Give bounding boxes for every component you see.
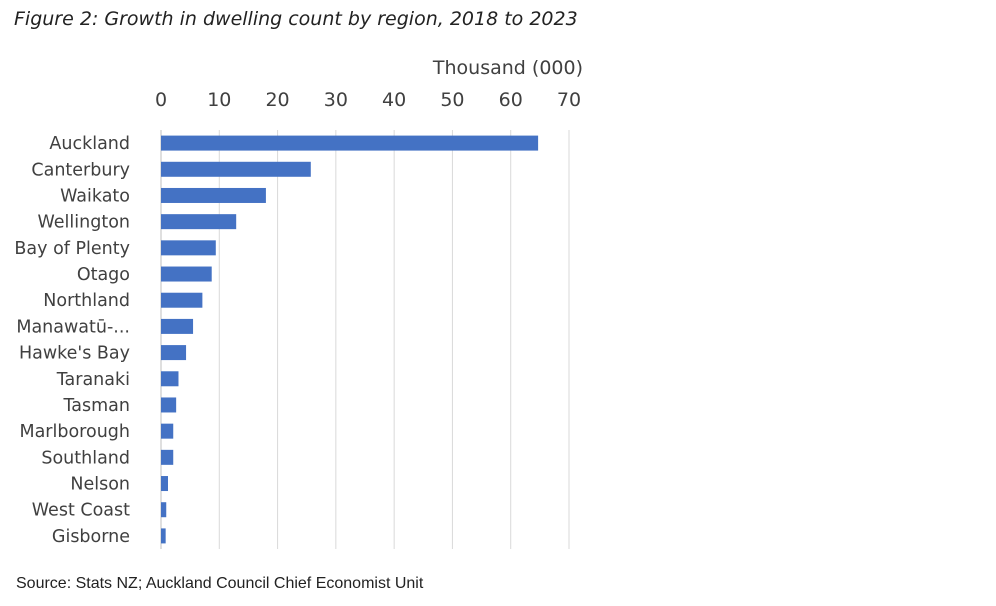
- category-label: Waikato: [60, 186, 130, 206]
- bar-tasman: [161, 397, 177, 413]
- x-tick-label: 10: [207, 89, 231, 111]
- category-label: Wellington: [38, 213, 131, 233]
- bar-canterbury: [161, 161, 311, 177]
- bar-nelson: [161, 476, 168, 492]
- category-label: Gisborne: [52, 527, 130, 547]
- chart-title: Figure 2: Growth in dwelling count by re…: [14, 8, 578, 30]
- x-tick-label: 0: [155, 89, 167, 111]
- bar-west-coast: [161, 502, 167, 518]
- category-label: Hawke's Bay: [19, 344, 130, 364]
- category-label: Tasman: [63, 396, 131, 416]
- bar-auckland: [161, 135, 539, 151]
- x-tick-label: 60: [499, 89, 523, 111]
- bar-gisborne: [161, 528, 166, 544]
- category-label: West Coast: [32, 501, 130, 521]
- category-label: Taranaki: [56, 370, 130, 390]
- bar-taranaki: [161, 371, 179, 387]
- category-label: Auckland: [49, 134, 130, 154]
- x-tick-label: 30: [324, 89, 348, 111]
- category-label: Manawatū-...: [16, 317, 130, 337]
- x-tick-label: 50: [440, 89, 464, 111]
- x-axis-title: Thousand (000): [432, 57, 583, 79]
- bar-otago: [161, 266, 212, 282]
- x-tick-label: 20: [265, 89, 289, 111]
- bar-waikato: [161, 187, 266, 203]
- category-label: Marlborough: [19, 422, 130, 442]
- source-note: Source: Stats NZ; Auckland Council Chief…: [16, 575, 424, 592]
- bar-hawke-s-bay: [161, 345, 187, 361]
- bar-marlborough: [161, 423, 174, 439]
- category-label: Bay of Plenty: [14, 239, 130, 259]
- category-label: Otago: [77, 265, 130, 285]
- category-label: Nelson: [70, 475, 130, 495]
- bar-wellington: [161, 214, 237, 230]
- x-tick-label: 70: [557, 89, 581, 111]
- bar-southland: [161, 449, 174, 465]
- bar-bay-of-plenty: [161, 240, 216, 256]
- bar-manawat-: [161, 318, 194, 334]
- x-tick-label: 40: [382, 89, 406, 111]
- bar-northland: [161, 292, 203, 308]
- category-label: Northland: [43, 291, 130, 311]
- category-label: Southland: [41, 448, 130, 468]
- category-label: Canterbury: [31, 160, 130, 180]
